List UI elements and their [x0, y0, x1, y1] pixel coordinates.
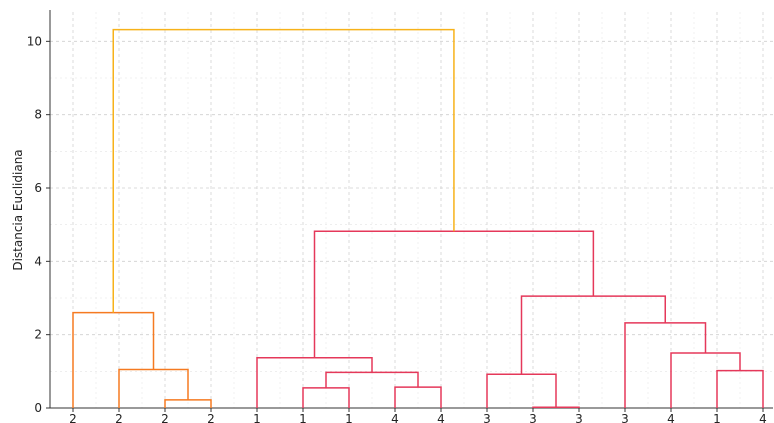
leaf-label: 1: [345, 412, 353, 423]
y-tick-label: 6: [34, 181, 42, 195]
leaf-label: 3: [621, 412, 629, 423]
y-tick-label: 8: [34, 108, 42, 122]
leaf-label: 4: [667, 412, 675, 423]
dendrogram-link: [313, 230, 595, 358]
dendrogram-link: [72, 311, 155, 408]
leaf-label: 4: [437, 412, 445, 423]
leaf-label: 3: [575, 412, 583, 423]
leaf-label: 1: [299, 412, 307, 423]
dendrogram-link: [532, 406, 580, 409]
leaf-label: 2: [69, 412, 77, 423]
y-tick-label: 10: [27, 34, 42, 48]
grid: [50, 12, 773, 409]
dendrogram-links: [72, 28, 764, 409]
dendrogram-link: [118, 368, 189, 408]
dendrogram-link: [112, 28, 455, 313]
y-tick-label: 4: [34, 254, 42, 268]
y-axis-label: Distancia Euclidiana: [11, 149, 25, 270]
dendrogram-link: [670, 352, 741, 408]
leaf-label: 1: [713, 412, 721, 423]
dendrogram-link: [486, 373, 557, 408]
leaf-label: 4: [759, 412, 767, 423]
y-tick-label: 2: [34, 328, 42, 342]
tick-labels: 0 2 4 6 8 10 2 2 2 2 1 1 1 4 4 3 3 3 3 4 1 4: [27, 34, 767, 423]
axes: [49, 10, 773, 409]
leaf-label: 2: [115, 412, 123, 423]
leaf-label: 2: [207, 412, 215, 423]
leaf-label: 2: [161, 412, 169, 423]
leaf-label: 1: [253, 412, 261, 423]
dendrogram-link: [325, 371, 419, 388]
leaf-label: 3: [483, 412, 491, 423]
dendrogram-link: [624, 322, 707, 408]
leaf-label: 3: [529, 412, 537, 423]
y-tick-label: 0: [34, 401, 42, 415]
dendrogram-link: [256, 357, 373, 408]
dendrogram-link: [520, 295, 666, 375]
leaf-label: 4: [391, 412, 399, 423]
